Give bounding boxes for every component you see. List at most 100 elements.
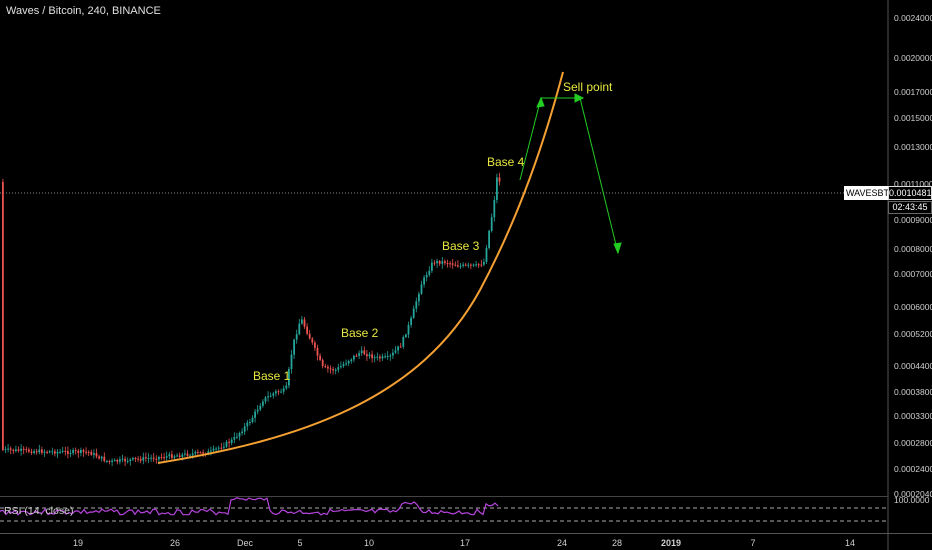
annotation-base-4: Base 4 (487, 155, 525, 169)
time-tick: 10 (364, 538, 374, 548)
candle-body (319, 355, 321, 360)
candle-body (353, 355, 355, 360)
candle-body (2, 182, 4, 450)
candle-body (93, 453, 95, 455)
candle-body (9, 448, 12, 450)
candle-body (381, 356, 384, 359)
candle-body (308, 333, 311, 339)
candle-body (165, 456, 168, 458)
candle-body (394, 350, 397, 353)
candle-body (228, 441, 230, 443)
candle-body (301, 319, 303, 324)
candle-body (207, 451, 210, 455)
candle-body (103, 456, 106, 462)
candle-body (25, 449, 28, 451)
candle-body (384, 356, 386, 358)
candle-body (267, 396, 269, 398)
candle-body (184, 453, 186, 455)
candle-body (230, 439, 233, 443)
candle-body (402, 337, 405, 347)
candle-body (275, 391, 277, 394)
candle-body (46, 451, 48, 453)
time-tick: 2019 (661, 538, 681, 548)
rsi-indicator-label[interactable]: RSI (14, close) (4, 505, 74, 517)
candle-body (428, 270, 431, 275)
price-tick: 0.0024000 (894, 13, 932, 23)
candle-body (262, 401, 264, 406)
price-tick: 0.0015000 (894, 113, 932, 123)
candle-body (225, 441, 228, 447)
candle-body (324, 366, 327, 368)
candle-body (480, 264, 483, 266)
chart-title[interactable]: Waves / Bitcoin, 240, BINANCE (6, 5, 161, 17)
candle-body (220, 447, 223, 449)
candle-body (100, 456, 103, 459)
candle-body (126, 461, 129, 463)
candle-body (288, 369, 290, 386)
candle-body (241, 431, 243, 434)
candle-body (321, 359, 324, 367)
candle-body (33, 451, 35, 453)
candle-body (334, 369, 337, 371)
candle-body (457, 265, 459, 267)
candle-body (147, 458, 150, 460)
candle-body (74, 450, 77, 452)
candle-body (113, 459, 116, 461)
candle-body (17, 449, 20, 451)
candle-body (451, 263, 454, 265)
candle-body (35, 451, 38, 453)
candle-body (85, 451, 87, 453)
candle-body (171, 454, 173, 458)
price-axis[interactable]: 0.0024000 0.0020000 0.0017000 0.0015000 … (894, 13, 932, 499)
candle-body (293, 339, 295, 355)
annotation-base-3: Base 3 (442, 239, 480, 253)
candle-body (38, 449, 41, 453)
candle-body (485, 248, 488, 263)
candle-body (30, 451, 33, 453)
candle-body (168, 454, 171, 457)
candle-body (389, 355, 392, 357)
bar-countdown-timer: 02:43:45 (888, 201, 932, 214)
price-tick: 0.0020000 (894, 53, 932, 63)
time-tick: 28 (612, 538, 622, 548)
rsi-axis-value: 100.0000 (894, 495, 930, 505)
candle-body (12, 449, 15, 451)
candle-body (446, 263, 449, 265)
candle-body (223, 446, 225, 448)
candle-body (210, 450, 212, 452)
candle-body (191, 453, 194, 456)
candle-body (436, 260, 438, 264)
candle-body (342, 364, 345, 366)
rsi-line (0, 497, 499, 516)
candle-body (477, 264, 480, 266)
candle-body (95, 453, 98, 457)
candle-body (470, 264, 472, 266)
arrowhead-down (613, 242, 622, 255)
candle-body (98, 456, 100, 459)
candle-body (475, 264, 477, 266)
candle-body (124, 458, 126, 462)
candle-body (498, 177, 501, 182)
candle-body (254, 411, 256, 418)
candle-body (163, 457, 165, 459)
projection-arrows (519, 93, 622, 255)
candle-body (155, 458, 158, 460)
candle-body (20, 448, 22, 451)
time-axis[interactable]: 19 26 Dec 5 10 17 24 28 2019 7 14 (73, 538, 855, 548)
candle-body (189, 455, 191, 457)
price-tick: 0.0002400 (894, 464, 932, 474)
candle-body (77, 450, 80, 453)
candle-body (256, 409, 259, 412)
symbol-tag: WAVESBTC (844, 186, 896, 200)
candle-body (441, 261, 444, 264)
candle-body (306, 326, 308, 334)
candle-body (7, 448, 9, 450)
candle-body (238, 433, 241, 437)
candle-body (67, 451, 69, 454)
candle-body (431, 262, 433, 271)
candle-body (379, 356, 381, 359)
candle-body (272, 393, 275, 396)
candle-body (121, 458, 124, 460)
candle-body (212, 448, 215, 451)
